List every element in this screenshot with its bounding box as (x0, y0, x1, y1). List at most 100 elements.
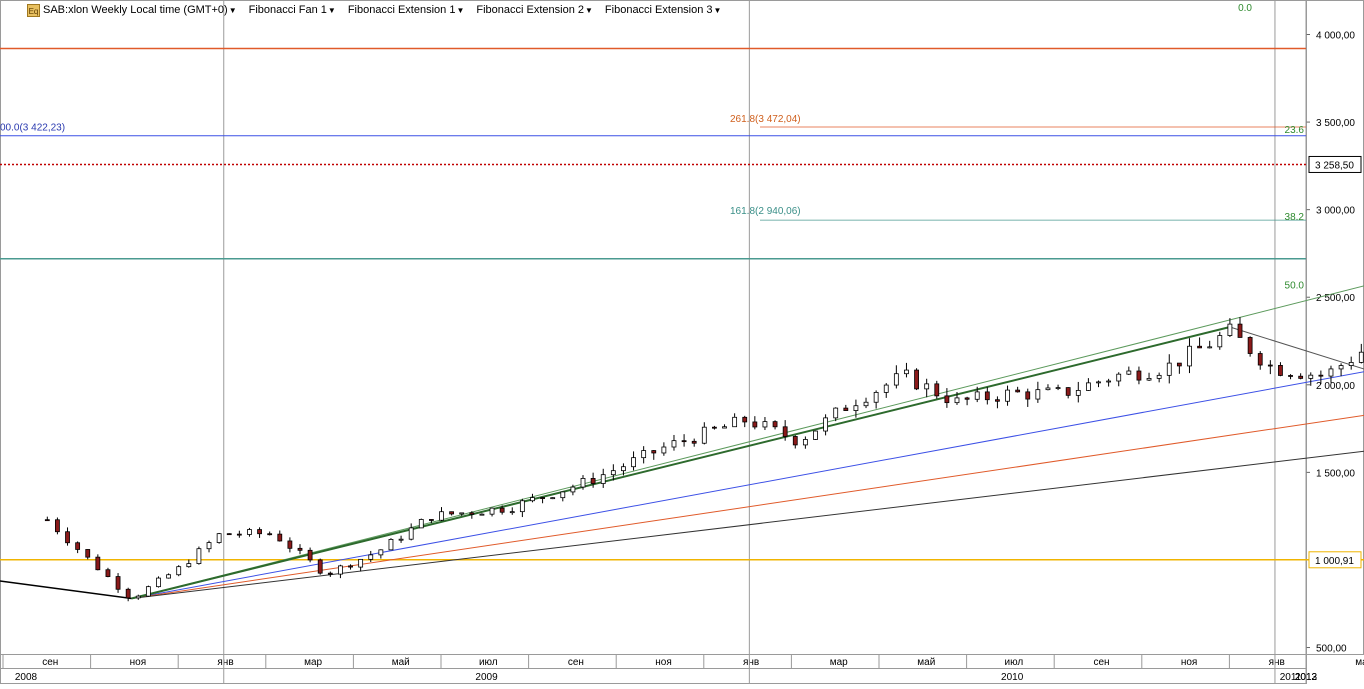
candle-body (176, 566, 182, 576)
candle-body (1308, 374, 1314, 379)
candle-body (1227, 323, 1233, 336)
candle-body (590, 478, 596, 484)
candle-body (1247, 337, 1253, 354)
candle-body (236, 533, 242, 536)
chevron-down-icon: ▼ (327, 6, 336, 15)
candle-body (863, 401, 869, 407)
candle-body (317, 559, 323, 574)
candle-body (813, 430, 818, 440)
current-price-box (1308, 155, 1362, 173)
candle-body (873, 391, 879, 403)
menu-fib-ext-2[interactable]: Fibonacci Extension 2▼ (476, 4, 593, 16)
chevron-down-icon: ▼ (713, 6, 722, 15)
candle-body (580, 478, 586, 488)
candle-body (1197, 345, 1202, 349)
candle-body (752, 421, 758, 428)
candle-body (984, 391, 990, 401)
candle-body (449, 511, 455, 515)
menu-fib-ext-3[interactable]: Fibonacci Extension 3▼ (605, 4, 722, 16)
candle-body (75, 542, 81, 550)
fib-ext-2618-label: 261.8(3 472,04) (730, 114, 801, 125)
candle-body (995, 399, 1000, 402)
candle-body (85, 549, 91, 558)
candle-body (1207, 346, 1213, 349)
candle-body (267, 533, 273, 536)
candle-body (95, 556, 101, 571)
candle-body (368, 554, 374, 560)
candle-body (742, 416, 748, 423)
x-month-label: янв (743, 657, 759, 668)
candle-body (1126, 370, 1132, 375)
ext-leg-1 (1229, 326, 1364, 370)
menu-fib-fan-1[interactable]: Fibonacci Fan 1▼ (249, 4, 336, 16)
y-tick-label: 4 000,00 (1316, 31, 1355, 42)
candle-body (1146, 377, 1152, 381)
candle-body (782, 426, 788, 437)
candle-body (247, 529, 252, 535)
candle-body (135, 595, 141, 599)
candle-body (125, 588, 131, 599)
candle-body (105, 569, 111, 577)
x-month-label: ноя (130, 657, 147, 668)
candle-body (1035, 389, 1041, 400)
gold-level-label: 1 000,91 (1315, 556, 1354, 567)
candle-body (600, 474, 606, 484)
candle-body (974, 391, 980, 400)
candle-body (1005, 389, 1010, 402)
fan-236-label: 23.6 (1285, 125, 1305, 136)
fan-trend-line (131, 326, 1231, 600)
y-tick-label: 2 500,00 (1316, 293, 1355, 304)
x-month-label: ноя (1181, 657, 1198, 668)
candle-body (489, 507, 495, 515)
x-month-label: ноя (655, 657, 672, 668)
x-month-label: май (392, 657, 410, 668)
candle-body (964, 397, 970, 400)
candle-body (1288, 375, 1293, 377)
x-year-label: 2010 (1001, 672, 1024, 683)
candle-body (792, 436, 798, 446)
candle-body (954, 397, 960, 404)
candle-body (277, 533, 283, 542)
candle-body (307, 549, 313, 561)
candle-body (772, 421, 778, 428)
candle-body (1187, 345, 1192, 367)
chevron-down-icon: ▼ (228, 6, 237, 15)
candle-body (621, 466, 626, 472)
x-month-label: янв (217, 657, 233, 668)
candle-body (1136, 370, 1142, 381)
candle-body (701, 426, 707, 444)
candle-body (1116, 373, 1122, 382)
y-tick-label: 3 000,00 (1316, 206, 1355, 217)
candle-body (661, 446, 667, 454)
candle-body (388, 539, 394, 551)
candle-body (44, 519, 50, 522)
candle-body (1318, 374, 1324, 377)
candle-body (1055, 387, 1061, 389)
x-year-label: 2011 (1280, 672, 1302, 683)
candle-body (1166, 362, 1172, 376)
candle-body (631, 457, 636, 468)
fan-line-500 (131, 450, 1364, 599)
symbol-title-menu[interactable]: SAB:xlon Weekly Local time (GMT+0)▼ (43, 4, 237, 16)
candle-body (479, 513, 485, 516)
candle-body (216, 533, 222, 543)
candle-body (1257, 353, 1263, 366)
x-year-label: 2013 (1295, 672, 1318, 683)
y-tick-label: 500,00 (1316, 644, 1347, 655)
candle-body (1278, 364, 1283, 376)
candle-body (691, 440, 697, 444)
menu-fib-ext-1[interactable]: Fibonacci Extension 1▼ (348, 4, 465, 16)
candle-body (297, 547, 303, 551)
candle-body (418, 519, 424, 529)
eq-icon[interactable]: Eq (27, 4, 40, 17)
candle-body (1096, 381, 1101, 384)
candle-body (1045, 387, 1051, 391)
candle-body (550, 497, 556, 500)
candle-body (206, 542, 212, 550)
candle-body (469, 512, 475, 515)
menu-label: Fibonacci Fan 1 (248, 4, 327, 16)
fib-ext-1618-label: 161.8(2 940,06) (730, 206, 801, 217)
